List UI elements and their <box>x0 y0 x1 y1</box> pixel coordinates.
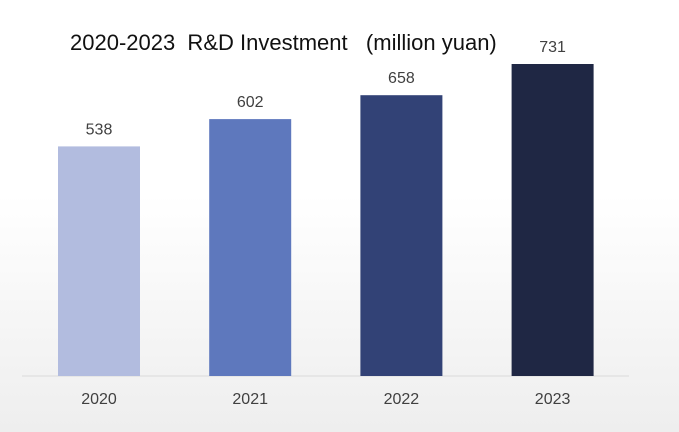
bar-2022 <box>360 95 443 376</box>
x-tick-label-2023: 2023 <box>535 391 571 408</box>
data-label-2023: 731 <box>539 39 566 56</box>
bar-2020 <box>58 146 140 376</box>
chart-title: 2020-2023 R&D Investment (million yuan) <box>70 30 497 55</box>
data-label-2022: 658 <box>388 70 415 87</box>
data-label-2021: 602 <box>237 94 264 111</box>
x-tick-label-2022: 2022 <box>384 391 420 408</box>
data-label-2020: 538 <box>86 121 113 138</box>
bar-2021 <box>209 119 292 376</box>
x-tick-label-2021: 2021 <box>232 391 268 408</box>
bar-2023 <box>511 64 594 376</box>
x-tick-label-2020: 2020 <box>81 391 117 408</box>
